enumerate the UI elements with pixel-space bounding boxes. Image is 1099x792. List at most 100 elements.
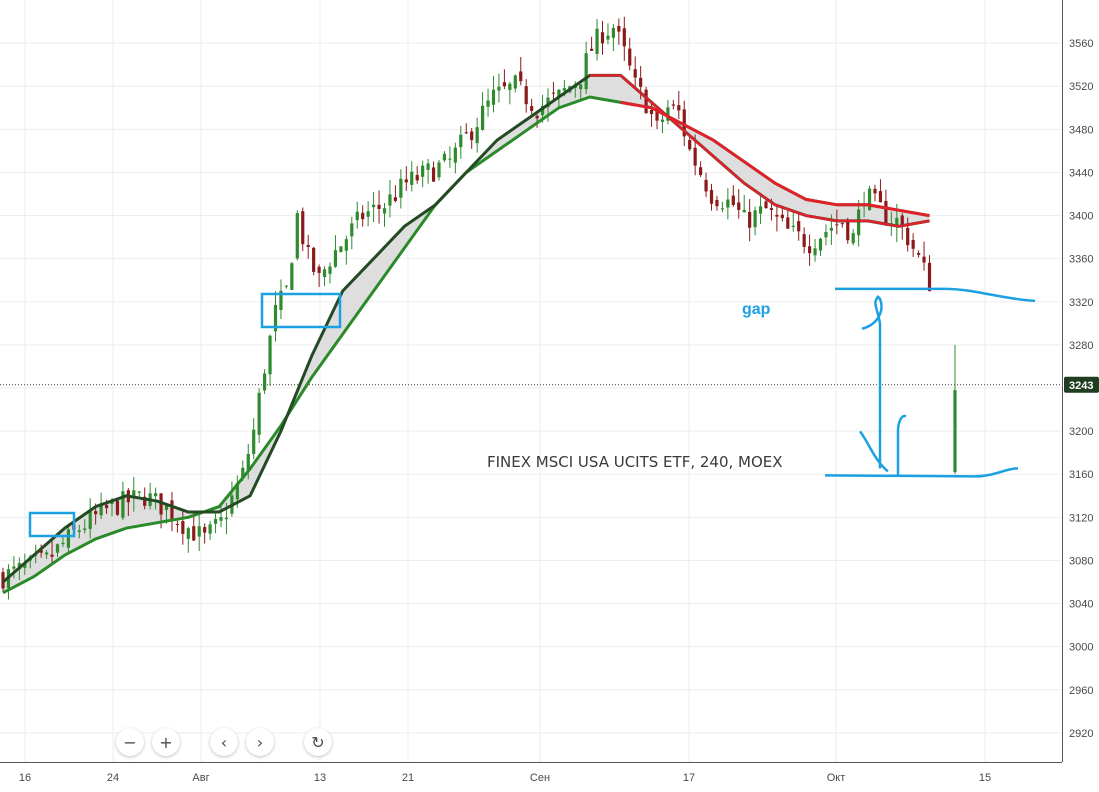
bullish-candle — [355, 201, 359, 229]
bearish-candle — [590, 36, 594, 51]
candle-body — [361, 212, 365, 220]
highlight-box-1 — [28, 511, 76, 538]
x-tick-label: 24 — [107, 772, 119, 784]
bullish-candle — [6, 564, 11, 600]
bullish-candle — [88, 498, 92, 539]
candle-body — [224, 517, 229, 520]
candle-body — [399, 178, 403, 198]
candle-body — [906, 227, 910, 246]
bullish-candle — [268, 334, 272, 386]
bullish-candle — [481, 92, 485, 131]
bearish-candle — [786, 210, 790, 229]
candle-body — [77, 530, 81, 532]
bearish-candle — [415, 166, 419, 184]
candle-body — [186, 528, 190, 539]
candle-body — [355, 211, 359, 221]
candle-body — [453, 147, 457, 163]
candle-body — [132, 490, 136, 498]
candle-body — [393, 197, 397, 201]
candle-body — [835, 224, 839, 226]
bearish-candle — [393, 185, 397, 203]
candle-body — [104, 504, 109, 509]
candle-body — [546, 97, 550, 108]
bullish-candle — [448, 146, 452, 168]
candle-body — [312, 247, 316, 272]
scroll-right-button[interactable]: › — [246, 728, 274, 756]
bullish-candle — [475, 117, 479, 153]
candle-body — [486, 100, 490, 107]
candle-body — [726, 199, 730, 208]
bullish-candle — [257, 388, 261, 443]
bearish-candle — [802, 227, 806, 254]
y-tick-label: 3320 — [1069, 297, 1093, 309]
zoom-out-button[interactable]: − — [116, 728, 144, 756]
bearish-candle — [377, 190, 381, 224]
y-tick-label: 2920 — [1069, 728, 1093, 740]
candle-body — [333, 250, 338, 267]
bullish-candle — [813, 239, 817, 262]
candle-body — [846, 219, 850, 241]
candle-body — [617, 25, 621, 32]
bearish-candle — [649, 100, 654, 127]
bearish-candle — [737, 188, 741, 219]
chart-navigation-toolbar: − + ‹ › ↻ — [116, 728, 332, 756]
candle-body — [88, 511, 92, 529]
candle-body — [181, 521, 185, 534]
bearish-candle — [175, 520, 179, 533]
candle-body — [502, 82, 506, 87]
y-tick-label: 3280 — [1069, 340, 1093, 352]
reset-button[interactable]: ↻ — [304, 728, 332, 756]
y-tick-label: 3520 — [1069, 81, 1093, 93]
bullish-candle — [508, 81, 512, 105]
candle-body — [513, 75, 517, 89]
bearish-candle — [797, 212, 801, 241]
bearish-candle — [361, 205, 365, 227]
candle-body — [317, 266, 321, 273]
bearish-candle — [115, 498, 120, 516]
y-tick-label: 3360 — [1069, 254, 1093, 266]
bearish-candle — [808, 234, 812, 266]
bullish-candle — [818, 237, 823, 257]
bullish-candle — [12, 556, 16, 579]
y-tick-label: 2960 — [1069, 685, 1093, 697]
candle-body — [66, 529, 70, 548]
scroll-left-button[interactable]: ‹ — [210, 728, 238, 756]
bearish-candle — [688, 136, 692, 151]
bullish-candle — [328, 262, 332, 284]
candle-body — [922, 256, 926, 263]
bearish-candle — [775, 204, 779, 232]
y-tick-label: 3120 — [1069, 512, 1093, 524]
bearish-candle — [600, 20, 605, 55]
candle-body — [644, 89, 648, 114]
drawing-annotations — [28, 287, 1036, 538]
candle-body — [154, 493, 158, 497]
bearish-candle — [404, 166, 408, 191]
bearish-candle — [715, 195, 719, 211]
bearish-candle — [192, 512, 196, 542]
reset-icon: ↻ — [311, 732, 325, 752]
candle-body — [715, 200, 719, 207]
bearish-candle — [927, 255, 932, 292]
candle-body — [688, 140, 692, 150]
candle-body — [878, 191, 883, 203]
candle-body — [791, 225, 795, 227]
candle-body — [622, 28, 626, 47]
candle-body — [241, 467, 245, 479]
bullish-candle — [513, 74, 517, 93]
arrow-stroke-right — [896, 414, 907, 477]
last-price-value: 3243 — [1069, 380, 1093, 392]
bullish-candle — [720, 201, 724, 213]
bullish-candle — [421, 160, 425, 188]
bearish-candle — [677, 90, 681, 120]
bullish-candle — [197, 511, 201, 551]
x-tick-label: Авг — [192, 772, 209, 784]
candle-body — [590, 48, 594, 51]
zoom-in-button[interactable]: + — [152, 728, 180, 756]
y-tick-label: 3160 — [1069, 469, 1093, 481]
chart-watermark: FINEX MSCI USA UCITS ETF, 240, MOEX — [487, 453, 783, 471]
candle-body — [448, 158, 452, 160]
candle-body — [61, 542, 65, 545]
bullish-candle — [491, 75, 496, 113]
